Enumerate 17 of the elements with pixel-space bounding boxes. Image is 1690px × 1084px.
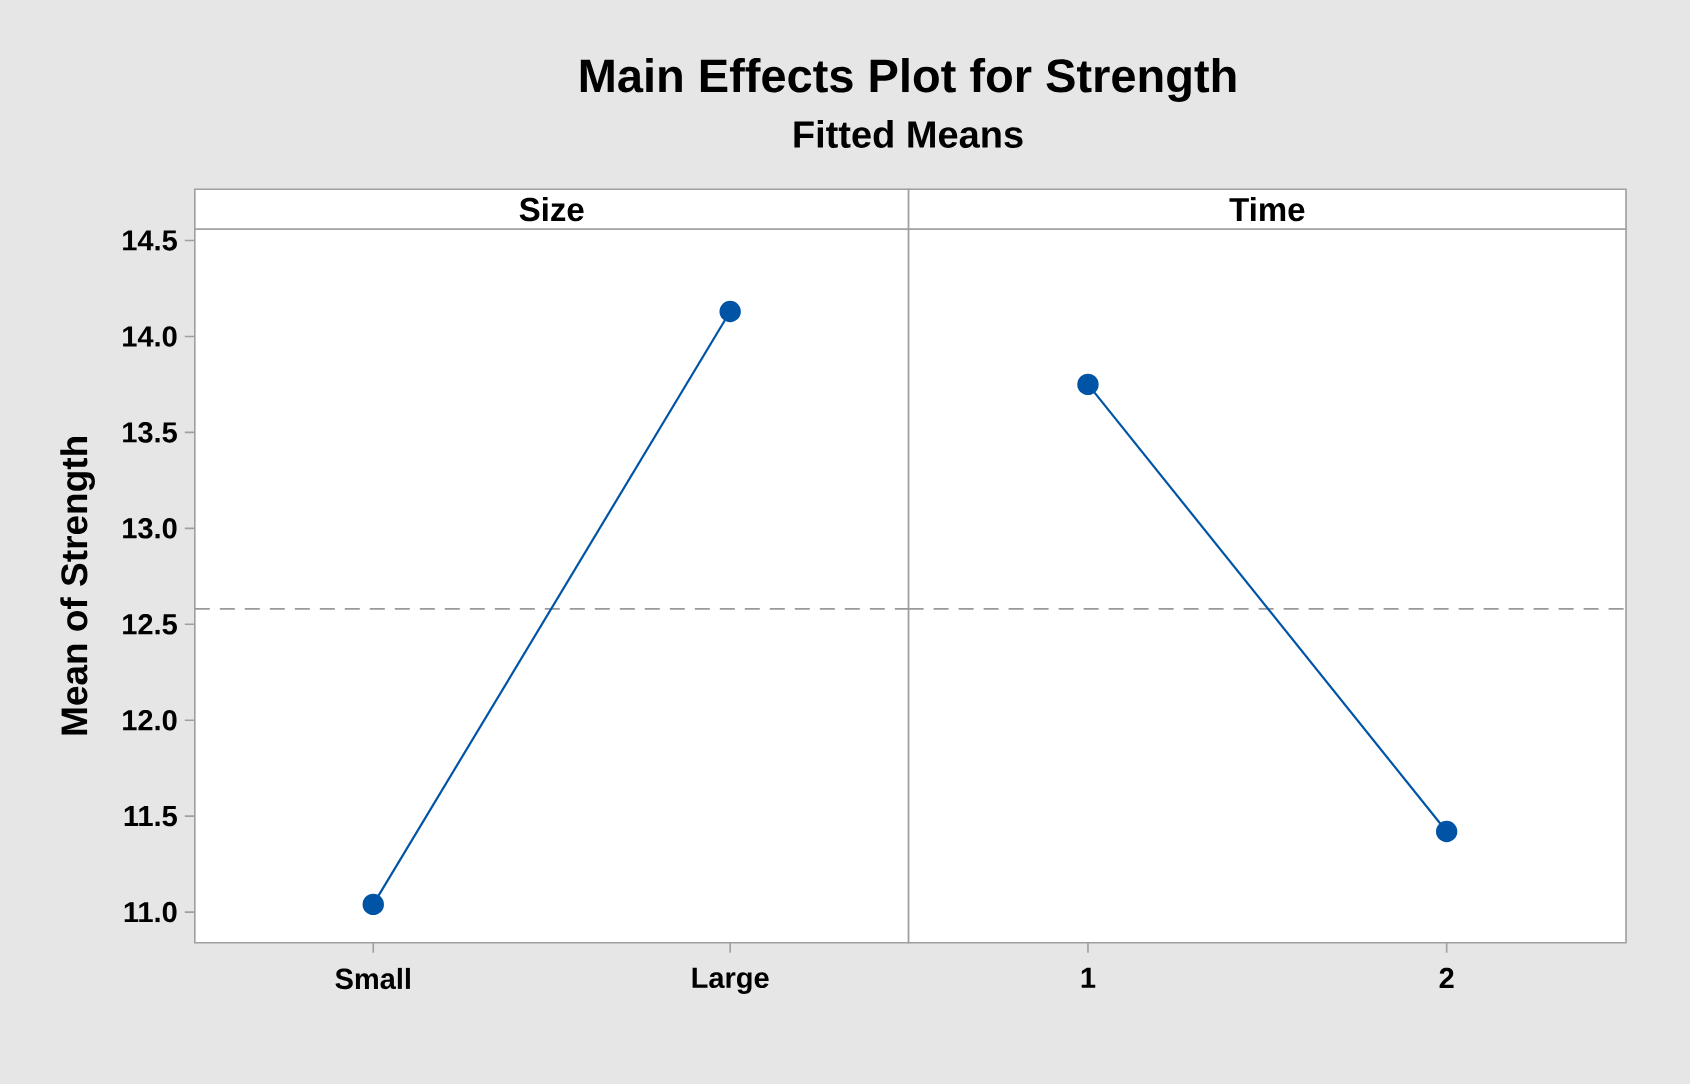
x-tick-label: Small bbox=[335, 967, 410, 990]
chart-subtitle: Fitted Means bbox=[794, 120, 1023, 148]
x-tick-label: 1 bbox=[1081, 967, 1096, 988]
x-tick-label: Large bbox=[692, 967, 769, 994]
x-axis-title: Time bbox=[1229, 196, 1305, 222]
y-tick-label: 12.5 bbox=[123, 614, 177, 635]
y-tick-label: 13.0 bbox=[123, 518, 177, 539]
y-tick-label: 11.5 bbox=[124, 806, 177, 827]
y-axis-title: Mean of Strength bbox=[60, 437, 95, 735]
y-tick-label: 14.0 bbox=[123, 326, 177, 347]
chart-title: Main Effects Plot for Strength bbox=[580, 58, 1236, 102]
y-tick-label: 11.0 bbox=[124, 901, 177, 923]
y-tick-label: 13.5 bbox=[123, 422, 177, 443]
x-tick-label: 2 bbox=[1439, 967, 1454, 989]
x-axis-title: Size bbox=[519, 196, 584, 222]
y-tick-label: 12.0 bbox=[123, 709, 177, 731]
y-tick-label: 14.5 bbox=[123, 230, 177, 251]
